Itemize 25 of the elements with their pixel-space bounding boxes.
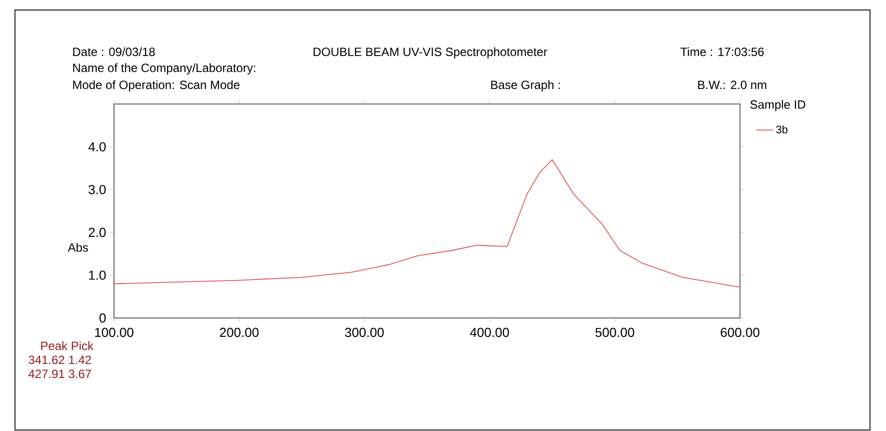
text: 341.62 1.42 — [28, 356, 91, 364]
x-tick-label: 600.00 — [720, 328, 760, 338]
x-tick-label: 100.00 — [95, 328, 134, 338]
text: Name of the Company/Laboratory: — [73, 63, 256, 74]
text: Base Graph : — [491, 80, 560, 92]
text: Mode of Operation: Scan Mode — [73, 80, 240, 92]
text: Peak Pick — [41, 341, 94, 350]
x-tick-label: 400.00 — [470, 328, 509, 338]
y-tick-label: 1.0 — [89, 270, 106, 280]
chart-subtitle: DOUBLE BEAM UV-VIS Spectrophotometer — [314, 47, 548, 58]
y-tick-label: 3.0 — [88, 184, 106, 194]
text: B.W.: 2.0 nm — [698, 80, 766, 90]
x-tick-label: 300.00 — [345, 328, 384, 338]
y-tick-label: 0 — [99, 313, 106, 323]
line-series — [114, 159, 740, 288]
legend-title: Sample ID — [750, 100, 806, 112]
y-axis-title: Abs — [68, 242, 88, 252]
legend-label: 3b — [776, 125, 788, 134]
text: 427.91 3.67 — [28, 370, 91, 378]
text: Time : 17:03:56 — [680, 47, 764, 56]
text: Date : 09/03/18 — [73, 47, 155, 56]
y-tick-label: 4.0 — [88, 142, 106, 152]
x-tick-label: 200.00 — [220, 328, 259, 338]
y-tick-label: 2.0 — [88, 228, 106, 237]
x-tick-label: 500.00 — [595, 328, 634, 338]
